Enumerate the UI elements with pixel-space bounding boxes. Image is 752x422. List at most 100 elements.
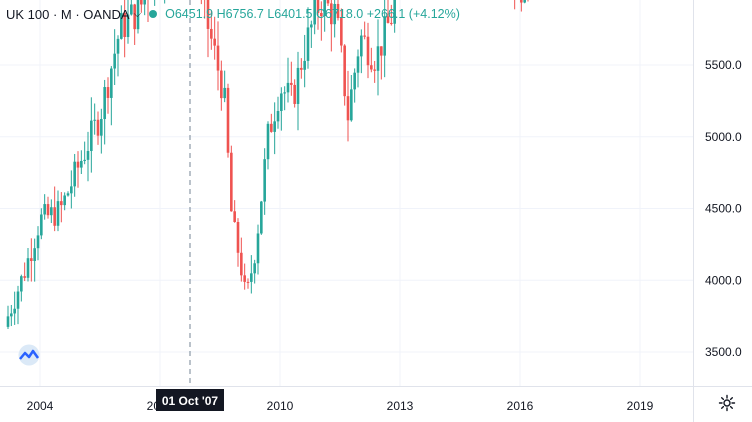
candle-body[interactable] bbox=[366, 36, 370, 66]
candle-body[interactable] bbox=[60, 201, 63, 206]
candle-body[interactable] bbox=[73, 161, 76, 187]
chevron-down-icon[interactable]: ⌵ bbox=[133, 8, 142, 20]
candle-body[interactable] bbox=[240, 252, 243, 276]
candle-body[interactable] bbox=[53, 207, 56, 226]
candle-body[interactable] bbox=[363, 35, 366, 37]
tradingview-logo-icon[interactable] bbox=[14, 344, 44, 366]
candle-body[interactable] bbox=[133, 4, 136, 30]
candle-body[interactable] bbox=[6, 316, 10, 327]
symbol-title[interactable]: UK 100 · M · OANDA bbox=[6, 6, 130, 22]
candle-body[interactable] bbox=[250, 273, 253, 282]
candle-body[interactable] bbox=[270, 123, 273, 132]
candle-body[interactable] bbox=[50, 207, 53, 216]
candle-body[interactable] bbox=[386, 16, 390, 23]
candle-body[interactable] bbox=[76, 161, 80, 168]
candle-body[interactable] bbox=[336, 3, 340, 19]
candle-body[interactable] bbox=[383, 16, 386, 56]
candle-body[interactable] bbox=[290, 82, 293, 85]
candle-body[interactable] bbox=[210, 28, 213, 39]
candle-body[interactable] bbox=[360, 35, 363, 57]
candle-body[interactable] bbox=[80, 160, 83, 168]
candle-body[interactable] bbox=[213, 38, 216, 46]
candle-body[interactable] bbox=[123, 12, 126, 38]
candle-body[interactable] bbox=[393, 0, 396, 24]
candle-body[interactable] bbox=[263, 159, 266, 202]
candle-body[interactable] bbox=[340, 18, 343, 46]
candle-body[interactable] bbox=[310, 24, 313, 28]
candle-body[interactable] bbox=[283, 92, 286, 94]
candle-body[interactable] bbox=[273, 121, 276, 132]
candle-body[interactable] bbox=[236, 221, 240, 253]
candle-body[interactable] bbox=[313, 0, 316, 25]
gear-icon[interactable] bbox=[718, 394, 736, 412]
candle-body[interactable] bbox=[306, 27, 310, 61]
candle-body[interactable] bbox=[70, 186, 73, 194]
candle-body[interactable] bbox=[303, 60, 306, 70]
candle-body[interactable] bbox=[246, 281, 250, 283]
candle-body[interactable] bbox=[20, 276, 23, 292]
candle-body[interactable] bbox=[346, 96, 350, 121]
candle-body[interactable] bbox=[300, 67, 303, 70]
candle-body[interactable] bbox=[356, 56, 360, 73]
candle-body[interactable] bbox=[293, 84, 296, 104]
candle-body[interactable] bbox=[276, 110, 280, 122]
candle-body[interactable] bbox=[140, 0, 143, 5]
candle-body[interactable] bbox=[26, 258, 30, 278]
candle-body[interactable] bbox=[280, 93, 283, 111]
candle-body[interactable] bbox=[136, 0, 140, 30]
candle-body[interactable] bbox=[253, 263, 256, 274]
candle-body[interactable] bbox=[36, 235, 40, 249]
candle-body[interactable] bbox=[223, 87, 226, 99]
candle-body[interactable] bbox=[226, 87, 230, 153]
candle-body[interactable] bbox=[86, 150, 90, 160]
candle-body[interactable] bbox=[353, 72, 356, 90]
candle-body[interactable] bbox=[96, 119, 100, 136]
candle-body[interactable] bbox=[220, 70, 223, 99]
candle-body[interactable] bbox=[103, 87, 106, 120]
candle-body[interactable] bbox=[296, 67, 300, 104]
candle-body[interactable] bbox=[113, 53, 116, 69]
candle-body[interactable] bbox=[390, 22, 393, 24]
candle-body[interactable] bbox=[116, 38, 120, 54]
candle-body[interactable] bbox=[130, 4, 133, 15]
candle-body[interactable] bbox=[216, 45, 220, 71]
candle-body[interactable] bbox=[110, 68, 113, 98]
candle-body[interactable] bbox=[23, 276, 26, 278]
candle-body[interactable] bbox=[523, 0, 526, 3]
candle-body[interactable] bbox=[126, 14, 130, 38]
candle-body[interactable] bbox=[66, 193, 70, 196]
candle-body[interactable] bbox=[143, 0, 146, 5]
candle-body[interactable] bbox=[56, 201, 60, 226]
candle-body[interactable] bbox=[230, 152, 233, 212]
candle-body[interactable] bbox=[350, 89, 353, 121]
candle-body[interactable] bbox=[333, 3, 336, 25]
candle-body[interactable] bbox=[13, 308, 16, 314]
candle-body[interactable] bbox=[10, 313, 13, 317]
candle-body[interactable] bbox=[100, 119, 103, 136]
candle-body[interactable] bbox=[316, 0, 320, 13]
candle-body[interactable] bbox=[43, 204, 46, 215]
candle-body[interactable] bbox=[63, 195, 66, 206]
candle-body[interactable] bbox=[46, 204, 50, 216]
candle-body[interactable] bbox=[373, 69, 376, 71]
candle-body[interactable] bbox=[380, 46, 383, 56]
candle-body[interactable] bbox=[120, 12, 123, 39]
candle-body[interactable] bbox=[376, 46, 380, 71]
candle-body[interactable] bbox=[330, 3, 333, 25]
candle-body[interactable] bbox=[320, 12, 323, 17]
candle-body[interactable] bbox=[243, 275, 246, 282]
candle-body[interactable] bbox=[40, 214, 43, 236]
candle-body[interactable] bbox=[323, 0, 326, 17]
candle-body[interactable] bbox=[206, 0, 210, 29]
candle-body[interactable] bbox=[93, 119, 96, 121]
candle-body[interactable] bbox=[83, 159, 86, 161]
candle-body[interactable] bbox=[260, 201, 263, 234]
candle-body[interactable] bbox=[326, 0, 330, 4]
candle-body[interactable] bbox=[266, 123, 270, 160]
candle-body[interactable] bbox=[33, 248, 36, 261]
candle-body[interactable] bbox=[30, 258, 33, 261]
candle-body[interactable] bbox=[16, 291, 20, 309]
candle-body[interactable] bbox=[90, 120, 93, 151]
